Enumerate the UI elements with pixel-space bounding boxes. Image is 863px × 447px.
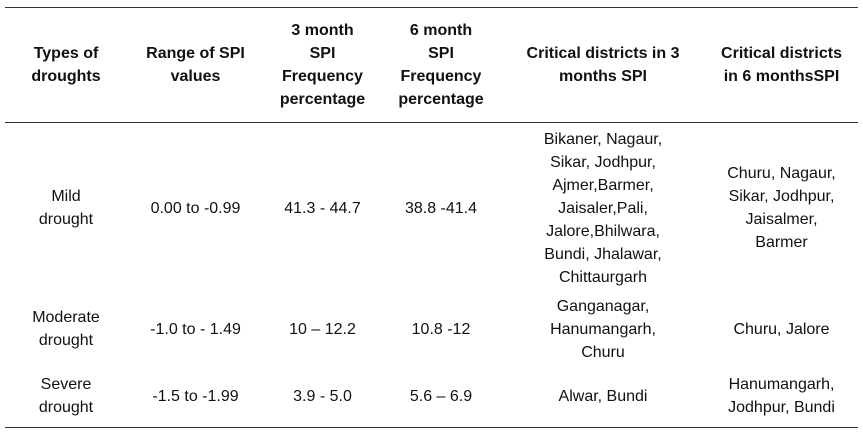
drought-type-cell: Severe drought [5,365,127,428]
header-range-of-spi: Range of SPI values [127,7,264,123]
freq-6-month-cell: 38.8 -41.4 [404,199,478,217]
drought-type-cell: Moderate drought [32,309,100,349]
header-6-month-frequency: 6 month SPI Frequency percentage [381,7,501,123]
spi-range-cell: -1.5 to -1.99 [127,365,264,428]
freq-6-month-cell: 10.8 -12 [411,320,471,338]
critical-districts-6-month-cell: Churu, Jalore [733,320,830,338]
freq-3-month-cell: 3.9 - 5.0 [264,365,381,428]
drought-type-cell: Mild drought [38,188,94,228]
drought-table-container: Types of droughts Range of SPI values 3 … [5,7,858,428]
table-row-moderate-drought: Moderate drought -1.0 to - 1.49 10 – 12.… [5,293,858,365]
header-3-month-frequency: 3 month SPI Frequency percentage [264,7,381,123]
freq-6-month-cell: 5.6 – 6.9 [381,365,501,428]
header-critical-districts-6-months: Critical districts in 6 monthsSPI [705,7,858,123]
header-types-of-droughts: Types of droughts [5,7,127,123]
spi-range-cell: -1.0 to - 1.49 [150,320,241,338]
table-row-severe-drought: Severe drought -1.5 to -1.99 3.9 - 5.0 5… [5,365,858,428]
critical-districts-6-month-cell: Hanumangarh, Jodhpur, Bundi [705,365,858,428]
spi-range-cell: 0.00 to -0.99 [150,199,241,217]
critical-districts-3-month-cell: Ganganagar, Hanumangarh, Churu [550,297,656,361]
table-row-mild-drought: Mild drought 0.00 to -0.99 41.3 - 44.7 3… [5,123,858,294]
critical-districts-3-month-cell: Alwar, Bundi [501,365,705,428]
freq-3-month-cell: 10 – 12.2 [289,320,356,338]
header-row: Types of droughts Range of SPI values 3 … [5,7,858,123]
critical-districts-3-month-cell: Bikaner, Nagaur, Sikar, Jodhpur, Ajmer,B… [543,130,663,286]
freq-3-month-cell: 41.3 - 44.7 [284,199,361,217]
header-critical-districts-3-months: Critical districts in 3 months SPI [501,7,705,123]
critical-districts-6-month-cell: Churu, Nagaur, Sikar, Jodhpur, Jaisalmer… [727,165,836,251]
drought-table: Types of droughts Range of SPI values 3 … [5,7,858,428]
